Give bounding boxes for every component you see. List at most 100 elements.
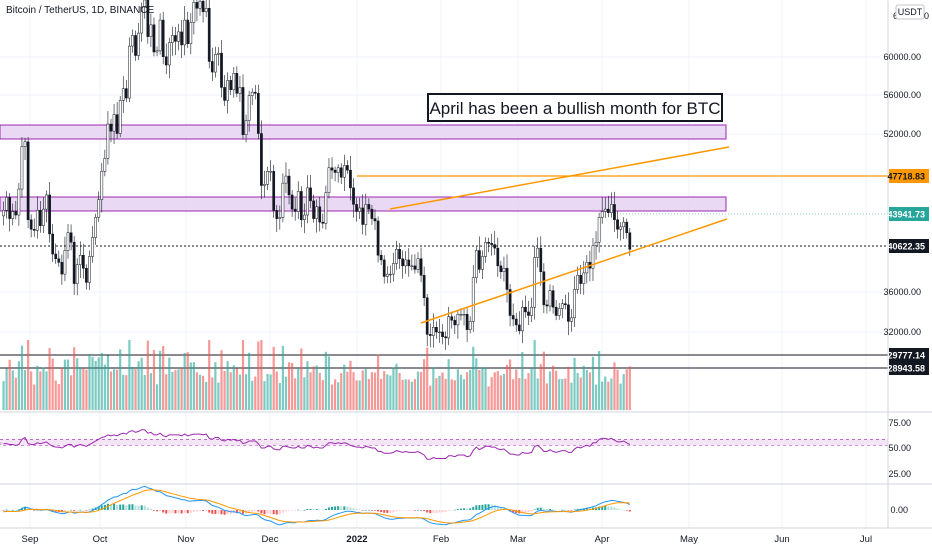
- macd-histogram-bar: [619, 509, 622, 510]
- macd-histogram-bar: [33, 510, 36, 511]
- volume-bar: [100, 353, 103, 410]
- candle-body: [376, 220, 380, 256]
- volume-bar: [42, 367, 45, 410]
- candle-body: [217, 52, 220, 55]
- volume-bar: [413, 379, 417, 410]
- volume-bar: [456, 369, 459, 410]
- currency-badge: USDT: [898, 7, 923, 17]
- macd-histogram-bar: [466, 508, 469, 510]
- macd-histogram-bar: [542, 508, 545, 510]
- candle-body: [524, 306, 527, 313]
- volume-bar: [69, 375, 73, 410]
- volume-bar: [23, 369, 27, 410]
- volume-bar: [324, 351, 327, 410]
- volume-bar: [478, 369, 481, 410]
- volume-bar: [82, 368, 85, 410]
- macd-histogram-bar: [404, 510, 407, 511]
- candle-body: [140, 6, 144, 34]
- candle-body: [171, 35, 174, 43]
- volume-bar: [36, 365, 39, 410]
- candle-body: [63, 250, 67, 275]
- macd-histogram-bar: [79, 509, 82, 511]
- candle-body: [416, 258, 420, 270]
- price-axis[interactable]: 60000.00 56000.00 52000.00 36000.00 32000.00…: [883, 11, 929, 337]
- candle-body: [517, 324, 521, 332]
- candle-body: [333, 169, 337, 173]
- resistance-zone-upper[interactable]: [0, 124, 727, 140]
- annotation-text: April has been a bullish month for BTC: [429, 99, 720, 118]
- macd-histogram-bar: [2, 510, 5, 511]
- candle-body: [94, 217, 97, 238]
- volume-bar: [306, 361, 309, 410]
- candle-body: [352, 187, 355, 205]
- candle-body: [468, 321, 472, 330]
- macd-histogram-bar: [284, 510, 287, 512]
- macd-histogram-bar: [63, 510, 66, 512]
- candle-body: [625, 221, 629, 234]
- volume-bar: [367, 378, 370, 410]
- macd-histogram-bar: [536, 507, 539, 510]
- volume-bar: [260, 340, 263, 410]
- candle-body: [134, 35, 137, 56]
- macd-histogram-bar: [109, 503, 112, 510]
- price-tick-label: 36000.00: [883, 287, 921, 297]
- macd-histogram-bar: [137, 505, 140, 510]
- macd-histogram-bar: [263, 510, 266, 515]
- time-axis[interactable]: Sep Oct Nov Dec 2022 Feb Mar Apr May Jun Jul: [22, 534, 873, 545]
- volume-bar: [39, 371, 42, 410]
- volume-bar: [386, 374, 389, 410]
- volume-bar: [73, 347, 76, 410]
- volume-bar: [622, 374, 625, 410]
- candle-body: [603, 208, 607, 212]
- annotation-box[interactable]: [427, 93, 723, 122]
- macd-histogram-bar: [386, 510, 389, 513]
- candle-body: [244, 120, 248, 135]
- macd-histogram-bar: [512, 510, 515, 513]
- macd-histogram-bar: [238, 510, 241, 513]
- channel-upper-line[interactable]: [389, 146, 730, 210]
- macd-histogram-bar: [168, 510, 171, 514]
- volume-bar: [241, 340, 245, 410]
- candle-body: [462, 314, 466, 316]
- volume-bar: [416, 371, 420, 410]
- candle-body: [557, 308, 561, 316]
- macd-histogram-bar: [469, 508, 472, 510]
- candle-body: [567, 304, 570, 322]
- macd-histogram-bar: [524, 510, 527, 513]
- candle-body: [527, 311, 530, 316]
- volume-bar: [429, 385, 432, 410]
- macd-histogram-bar: [370, 510, 373, 511]
- candle-body: [539, 247, 543, 273]
- volume-bar: [226, 361, 229, 410]
- macd-histogram-bar: [241, 510, 244, 514]
- volume-bar: [103, 364, 106, 410]
- volume-bar: [208, 340, 211, 410]
- volume-bar: [376, 354, 380, 410]
- macd-histogram-bar: [450, 510, 453, 511]
- currency-badge-box[interactable]: [895, 4, 925, 20]
- volume-bar: [5, 368, 8, 410]
- volume-bar: [205, 381, 208, 410]
- candle-body: [174, 35, 177, 42]
- candle-body: [597, 217, 601, 243]
- volume-bar: [97, 357, 100, 410]
- volume-bar: [122, 374, 125, 410]
- candle-body: [582, 272, 586, 284]
- volume-bar: [321, 380, 324, 410]
- volume-bar: [579, 377, 582, 410]
- candle-body: [318, 206, 322, 223]
- candle-body: [508, 289, 512, 316]
- time-label: Oct: [93, 534, 108, 545]
- candle-body: [210, 61, 214, 73]
- macd-histogram-bar: [628, 510, 631, 512]
- candle-body: [42, 208, 45, 226]
- volume-bar: [567, 366, 570, 410]
- channel-lower-line[interactable]: [420, 218, 728, 324]
- candle-body: [447, 316, 451, 339]
- volume-bar: [555, 370, 558, 410]
- candle-body: [573, 289, 576, 319]
- candle-body: [287, 175, 291, 196]
- candle-body: [109, 123, 113, 132]
- candle-body: [379, 254, 383, 261]
